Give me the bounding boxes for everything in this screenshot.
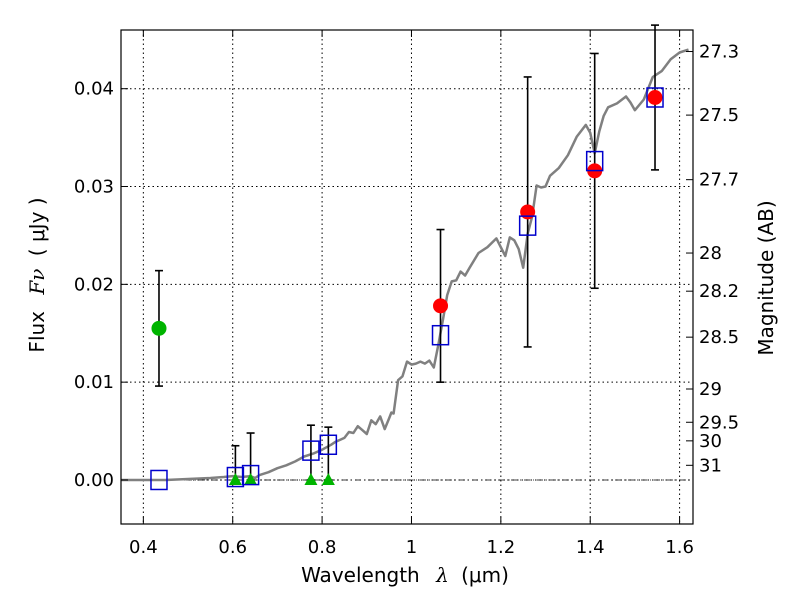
mag-tick-label: 29.5 [699, 412, 739, 433]
upper-limit-marker [244, 472, 258, 485]
model-sed-line [121, 48, 689, 482]
model-band-box [585, 150, 604, 172]
model-band-box [226, 466, 245, 488]
mag-tick-label: 30 [699, 431, 722, 452]
x-axis-label-symbol: λ [435, 563, 449, 587]
model-band-box [302, 440, 320, 461]
y-axis-label: Flux Fν ( μJy ) [25, 197, 49, 352]
x-axis-label: Wavelength λ (μm) [301, 563, 509, 587]
y-tick-label: 0.04 [74, 79, 114, 100]
y-axis-label-unit: ( μJy ) [25, 197, 49, 256]
y-axis-label-text: Flux [25, 311, 49, 353]
detection-point [520, 204, 536, 220]
detection-point [433, 298, 449, 314]
mag-tick-label: 27.7 [699, 170, 739, 191]
y-tick-label: 0.03 [74, 177, 114, 198]
y-tick-label: 0.00 [74, 470, 114, 491]
blue-detection-point [151, 320, 167, 336]
x-tick-label: 1.4 [576, 537, 605, 558]
upper-limit-marker [304, 472, 318, 485]
x-axis-label-text: Wavelength [301, 563, 420, 587]
model-band-box [518, 215, 537, 236]
mag-tick-label: 28 [699, 243, 722, 264]
x-tick-label: 0.6 [218, 537, 247, 558]
axis-ticks: 0.4 0.6 0.8 1 1.2 1.4 1.6 0.00 0.01 0.02 0.03 0.04 2… [74, 30, 739, 558]
y-tick-label: 0.02 [74, 274, 114, 295]
y-tick-label: 0.01 [74, 372, 114, 393]
model-band-box [241, 464, 260, 486]
model-sed-series [121, 48, 689, 482]
model-band-box [150, 469, 168, 491]
axes-frame [120, 29, 694, 525]
x-tick-label: 1 [406, 537, 417, 558]
model-band-boxes [150, 87, 664, 491]
mag-tick-label: 28.5 [699, 327, 739, 348]
x-axis-label-unit: (μm) [461, 563, 509, 587]
x-tick-label: 0.4 [129, 537, 158, 558]
plot-frame [120, 29, 694, 525]
x-tick-label: 0.8 [308, 537, 337, 558]
y2-axis-label: Magnitude (AB) [754, 200, 778, 355]
model-band-box [431, 324, 450, 346]
mag-tick-label: 31 [699, 455, 722, 476]
mag-tick-label: 27.5 [699, 105, 739, 126]
model-band-box [319, 434, 338, 456]
mag-tick-label: 27.3 [699, 42, 739, 63]
upper-limit-marker [228, 472, 242, 485]
model-band-box [646, 87, 664, 108]
x-tick-label: 1.2 [487, 537, 516, 558]
x-tick-label: 1.6 [665, 537, 694, 558]
mag-tick-label: 29 [699, 379, 722, 400]
y-axis-label-symbol: Fν [25, 269, 49, 296]
upper-limit-marker [321, 472, 335, 485]
mag-tick-label: 28.2 [699, 281, 739, 302]
detection-point [647, 89, 663, 105]
